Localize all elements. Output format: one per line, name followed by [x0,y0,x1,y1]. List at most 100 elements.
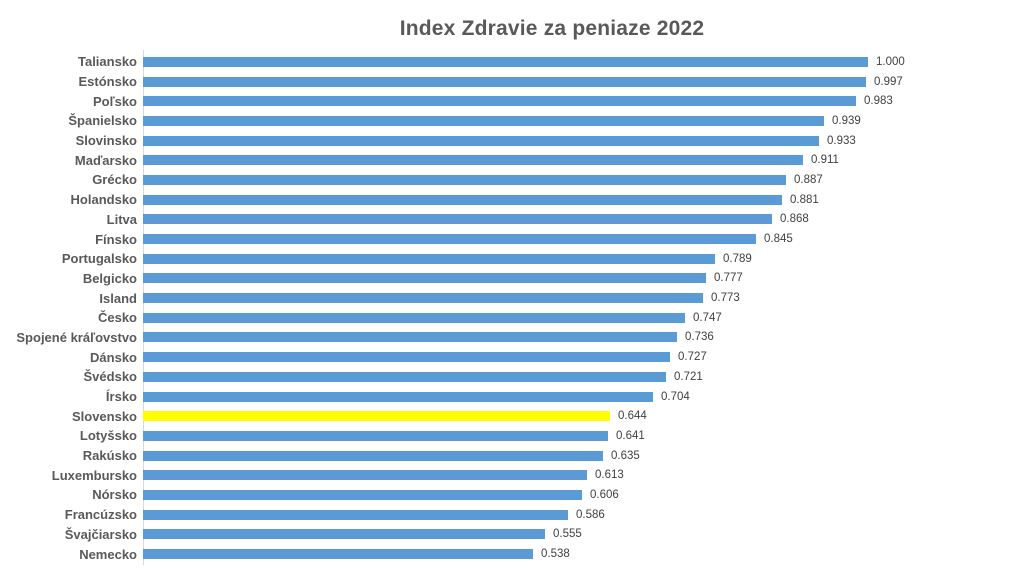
category-label: Dánsko [90,349,137,365]
chart-row: Portugalsko 0.789 [0,249,1012,269]
bar [143,332,677,343]
chart-row: Taliansko 1.000 [0,52,1012,72]
category-label: Litva [106,211,137,227]
value-label: 0.939 [832,114,861,127]
value-label: 0.773 [711,292,740,305]
value-label: 0.644 [618,410,647,423]
chart-row: Luxembursko 0.613 [0,465,1012,485]
value-label: 0.586 [576,508,605,521]
bar [143,391,653,402]
category-label: Spojené kráľovstvo [16,329,137,345]
category-label: Poľsko [92,93,137,109]
chart-row: Írsko 0.704 [0,387,1012,407]
category-label: Luxembursko [51,467,137,483]
category-label: Grécko [92,172,137,188]
chart-row: Nemecko 0.538 [0,544,1012,564]
category-label: Rakúsko [82,448,137,464]
value-label: 1.000 [876,55,905,68]
value-label: 0.997 [874,75,903,88]
category-label: Fínsko [95,231,137,247]
bar [143,194,782,205]
value-label: 0.933 [827,134,856,147]
category-label: Island [99,290,137,306]
bar [143,96,856,107]
category-label: Taliansko [77,54,137,70]
bar [143,352,670,363]
value-label: 0.721 [674,370,703,383]
chart-row: Španielsko 0.939 [0,111,1012,131]
value-label: 0.635 [611,449,640,462]
bar [143,312,685,323]
value-label: 0.736 [685,331,714,344]
value-label: 0.868 [780,213,809,226]
chart-row: Island 0.773 [0,288,1012,308]
category-label: Írsko [105,389,137,405]
bar [143,273,706,284]
bar [143,135,819,146]
category-label: Švédsko [83,369,137,385]
chart-row: Fínsko 0.845 [0,229,1012,249]
value-label: 0.845 [764,233,793,246]
y-axis-line [143,50,144,565]
chart-row: Litva 0.868 [0,210,1012,230]
chart-title: Index Zdravie za peniaze 2022 [399,17,705,40]
value-label: 0.606 [590,488,619,501]
bar [143,155,803,166]
chart-row: Francúzsko 0.586 [0,505,1012,525]
bar [143,174,786,185]
category-label: Maďarsko [74,152,137,168]
value-label: 0.777 [714,272,743,285]
bar [143,509,568,520]
bar [143,529,545,540]
bar [143,56,868,67]
bar [143,549,533,560]
category-label: Nórsko [92,487,137,503]
bar [143,214,772,225]
value-label: 0.747 [693,311,722,324]
chart-row: Lotyšsko 0.641 [0,426,1012,446]
category-label: Estónsko [78,74,137,90]
chart-row: Maďarsko 0.911 [0,150,1012,170]
bar [143,234,756,245]
category-label: Slovensko [71,408,137,424]
category-label: Česko [97,310,137,326]
chart-row: Nórsko 0.606 [0,485,1012,505]
bar [143,450,603,461]
bar [143,115,824,126]
bar [143,293,703,304]
value-label: 0.727 [678,351,707,364]
category-label: Francúzsko [64,507,137,523]
chart-row: Slovinsko 0.933 [0,131,1012,151]
category-label: Švajčiarsko [64,526,137,542]
value-label: 0.887 [794,173,823,186]
bar-highlighted [143,411,610,422]
bar [143,371,666,382]
bar [143,253,715,264]
value-label: 0.641 [616,429,645,442]
value-label: 0.881 [790,193,819,206]
value-label: 0.538 [541,548,570,561]
category-label: Španielsko [68,113,137,129]
chart-row: Grécko 0.887 [0,170,1012,190]
chart-row: Slovensko 0.644 [0,406,1012,426]
chart-row: Holandsko 0.881 [0,190,1012,210]
chart-row: Estónsko 0.997 [0,72,1012,92]
category-label: Holandsko [70,192,137,208]
category-label: Portugalsko [61,251,137,267]
chart-row: Česko 0.747 [0,308,1012,328]
chart-row: Švédsko 0.721 [0,367,1012,387]
chart-row: Švajčiarsko 0.555 [0,525,1012,545]
bar [143,470,587,481]
category-label: Belgicko [82,270,137,286]
bar [143,430,608,441]
chart-plot-area: Taliansko 1.000 Estónsko 0.997 Poľsko 0.983 Šp… [0,52,1012,564]
value-label: 0.789 [723,252,752,265]
chart-row: Poľsko 0.983 [0,91,1012,111]
value-label: 0.555 [553,528,582,541]
value-label: 0.983 [864,95,893,108]
value-label: 0.613 [595,469,624,482]
category-label: Nemecko [79,546,137,562]
category-label: Lotyšsko [79,428,137,444]
category-label: Slovinsko [75,133,137,149]
